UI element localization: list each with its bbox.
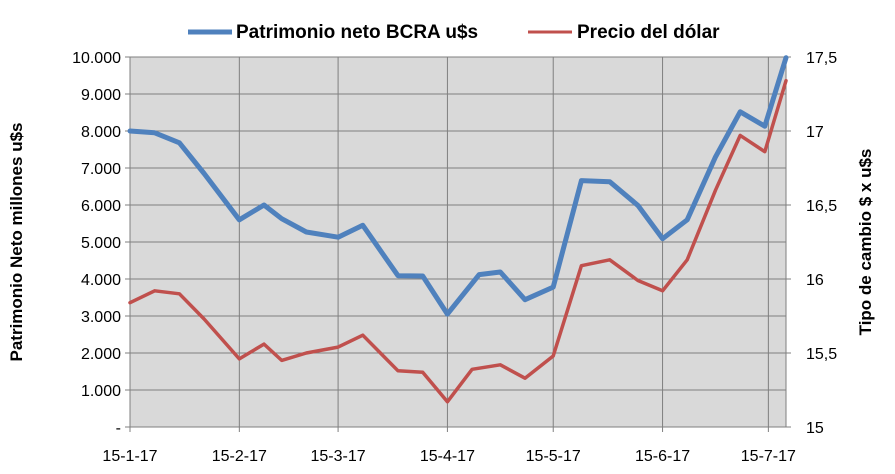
y-right-tick-label: 15 (806, 420, 824, 437)
y-left-tick-label: 4.000 (81, 272, 121, 289)
y-right-tick-label: 16 (806, 272, 824, 289)
y-left-tick-label: 1.000 (81, 383, 121, 400)
y-right-tick-label: 15,5 (806, 346, 837, 363)
x-tick-label: 15-1-17 (102, 448, 157, 465)
legend: Patrimonio neto BCRA u$s Precio del dóla… (188, 22, 720, 43)
series-line-precio (128, 78, 788, 404)
axes (125, 56, 791, 432)
x-tick-labels: 15-1-17 15-2-17 15-3-17 15-4-17 15-5-17 15-6-… (102, 448, 796, 465)
x-tick-label: 15-3-17 (311, 448, 366, 465)
series-layer (127, 55, 789, 404)
y-left-tick-label: 3.000 (81, 309, 121, 326)
legend-label-patrimonio: Patrimonio neto BCRA u$s (236, 22, 478, 43)
y-right-tick-label: 16,5 (806, 198, 837, 215)
x-tick-label: 15-7-17 (741, 448, 796, 465)
x-tick-label: 15-4-17 (420, 448, 475, 465)
y-right-tick-labels: 15 15,5 16 16,5 17 17,5 (806, 50, 837, 437)
y-left-tick-label: 8.000 (81, 124, 121, 141)
y-left-tick-label: - (116, 420, 121, 437)
y-left-axis-title: Patrimonio Neto millones u$s (7, 123, 26, 362)
y-right-tick-label: 17,5 (806, 50, 837, 67)
y-left-tick-labels: - 1.000 2.000 3.000 4.000 5.000 6.000 7.000 8.00… (72, 50, 121, 437)
y-left-tick-label: 5.000 (81, 235, 121, 252)
x-tick-label: 15-2-17 (212, 448, 267, 465)
y-left-tick-label: 7.000 (81, 161, 121, 178)
x-tick-label: 15-6-17 (635, 448, 690, 465)
y-left-tick-label: 6.000 (81, 198, 121, 215)
x-tick-label: 15-5-17 (526, 448, 581, 465)
y-right-axis-title: Tipo de cambio $ x u$s (856, 149, 875, 336)
y-left-tick-label: 10.000 (72, 50, 121, 67)
series-line-patrimonio (127, 55, 789, 317)
y-right-tick-label: 17 (806, 124, 824, 141)
legend-label-precio: Precio del dólar (577, 22, 720, 43)
y-left-tick-label: 9.000 (81, 87, 121, 104)
y-left-tick-label: 2.000 (81, 346, 121, 363)
